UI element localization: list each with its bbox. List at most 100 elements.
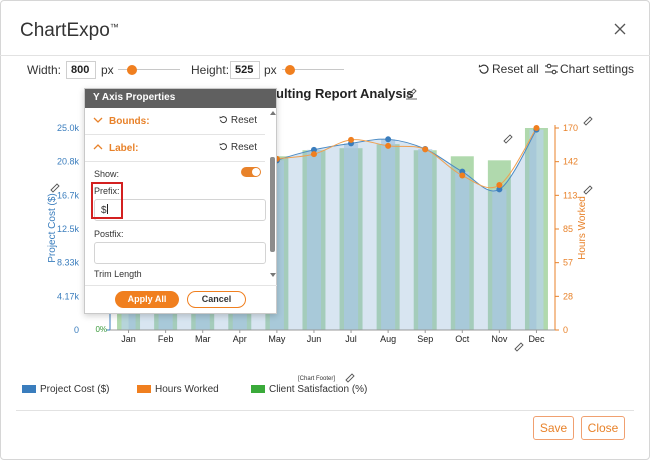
left-tick-label: 20.8k <box>57 157 80 167</box>
x-tick-label: Jan <box>121 334 136 344</box>
scrollbar-thumb[interactable] <box>270 157 275 252</box>
hours-worked-point[interactable] <box>385 142 392 149</box>
width-input[interactable]: 800 <box>66 61 96 79</box>
project-cost-bar[interactable] <box>418 149 433 330</box>
height-label: Height: <box>191 63 230 77</box>
label-section-title: Label: <box>109 143 139 154</box>
cancel-button[interactable]: Cancel <box>187 291 246 308</box>
bounds-reset-button[interactable]: Reset <box>219 115 257 126</box>
legend-item-client-satisfaction[interactable]: Client Satisfaction (%) <box>251 384 367 395</box>
label-reset-button[interactable]: Reset <box>219 142 257 153</box>
scroll-up-icon[interactable] <box>269 109 277 117</box>
chevron-up-icon <box>93 144 103 150</box>
legend-item-hours-worked[interactable]: Hours Worked <box>137 384 219 395</box>
hours-worked-swatch <box>137 385 151 393</box>
edit-left-axis-icon[interactable] <box>50 183 60 193</box>
bounds-reset-label: Reset <box>230 115 257 126</box>
right-axis-ticks: 170 142 113 85 57 28 0 <box>555 123 578 335</box>
trim-length-label: Trim Length <box>94 269 142 279</box>
height-slider-track <box>282 69 344 70</box>
x-tick-label: Jun <box>307 334 322 344</box>
left-tick-label: 4.17k <box>57 291 80 301</box>
width-slider-track <box>118 69 180 70</box>
left-tick-label: 25.0k <box>57 123 80 133</box>
postfix-input[interactable] <box>94 242 266 264</box>
right-tick-label: 57 <box>563 258 573 268</box>
edit-x-axis-icon[interactable] <box>514 342 524 352</box>
hours-worked-point[interactable] <box>348 136 355 143</box>
text-cursor <box>106 204 108 214</box>
pct-axis-tick: 0% <box>95 325 107 334</box>
height-slider[interactable] <box>282 63 344 77</box>
reset-icon <box>478 64 489 74</box>
hours-worked-point[interactable] <box>422 146 429 153</box>
legend-item-project-cost[interactable]: Project Cost ($) <box>22 384 109 395</box>
header-divider <box>0 55 650 56</box>
left-axis-title[interactable]: Project Cost ($) <box>47 193 58 262</box>
left-tick-label: 8.33k <box>57 258 80 268</box>
project-cost-point[interactable] <box>310 146 317 153</box>
project-cost-bar[interactable] <box>343 143 359 330</box>
panel-separator <box>85 285 277 286</box>
panel-separator <box>85 161 265 162</box>
project-cost-point[interactable] <box>496 186 503 193</box>
edit-series-icon[interactable] <box>503 134 513 144</box>
x-tick-label: Apr <box>233 334 247 344</box>
project-cost-bar[interactable] <box>306 149 322 330</box>
hours-worked-point[interactable] <box>496 182 503 189</box>
project-cost-bar[interactable] <box>529 129 544 330</box>
project-cost-point[interactable] <box>385 136 392 143</box>
show-toggle[interactable] <box>241 167 261 177</box>
width-slider[interactable] <box>118 63 180 77</box>
right-tick-label: 85 <box>563 224 573 234</box>
x-tick-label: Jul <box>345 334 357 344</box>
scroll-down-icon[interactable] <box>269 271 277 279</box>
x-tick-label: Sep <box>417 334 433 344</box>
prefix-label: Prefix: <box>94 186 120 196</box>
hours-worked-point[interactable] <box>533 125 540 131</box>
bounds-section-header[interactable]: Bounds: Reset <box>85 108 265 134</box>
panel-scrollbar[interactable] <box>269 109 277 314</box>
edit-right-axis-icon[interactable] <box>583 185 593 195</box>
edit-right-top-icon[interactable] <box>583 116 593 126</box>
width-slider-handle[interactable] <box>127 65 137 75</box>
save-button[interactable]: Save <box>533 416 574 440</box>
x-tick-label: Nov <box>491 334 508 344</box>
label-section-header[interactable]: Label: Reset <box>85 135 265 161</box>
reset-all-button[interactable]: Reset all <box>478 62 539 76</box>
client-satisfaction-swatch <box>251 385 265 393</box>
project-cost-bar[interactable] <box>455 171 470 330</box>
x-axis-ticks: Jan Feb Mar Apr May Jun Jul Aug Sep Oct Nov Dec <box>121 330 545 344</box>
chart-settings-button[interactable]: Chart settings <box>545 62 634 76</box>
chart-title[interactable]: ulting Report Analysis <box>276 86 413 101</box>
reset-all-label: Reset all <box>492 62 539 76</box>
chart-footer-label[interactable]: [Chart Footer] <box>298 376 336 382</box>
project-cost-bar[interactable] <box>381 139 396 330</box>
x-tick-label: Mar <box>195 334 211 344</box>
close-button[interactable]: Close <box>581 416 625 440</box>
x-tick-label: Oct <box>455 334 470 344</box>
left-tick-label: 16.7k <box>57 190 80 200</box>
x-tick-label: Aug <box>380 334 396 344</box>
right-axis-title[interactable]: Hours Worked <box>577 196 588 260</box>
prefix-input[interactable]: $ <box>94 199 266 221</box>
height-input[interactable]: 525 <box>230 61 260 79</box>
left-tick-label: 0 <box>74 325 79 335</box>
app-title: ChartExpo™ <box>20 20 119 42</box>
left-tick-label: 12.5k <box>57 224 80 234</box>
project-cost-swatch <box>22 385 36 393</box>
edit-title-icon[interactable] <box>406 88 417 100</box>
hours-worked-point[interactable] <box>459 172 466 179</box>
legend-label-hours-worked: Hours Worked <box>155 384 219 395</box>
trademark-sign: ™ <box>109 22 119 32</box>
apply-all-button[interactable]: Apply All <box>115 291 179 308</box>
postfix-label: Postfix: <box>94 229 124 239</box>
hours-worked-point[interactable] <box>310 151 317 158</box>
close-icon[interactable] <box>611 20 629 38</box>
project-cost-bar[interactable] <box>492 189 507 330</box>
width-label: Width: <box>27 63 62 77</box>
edit-footer-icon[interactable] <box>345 373 355 383</box>
height-slider-handle[interactable] <box>285 65 295 75</box>
chevron-down-icon <box>93 117 103 123</box>
x-tick-label: May <box>268 334 286 344</box>
